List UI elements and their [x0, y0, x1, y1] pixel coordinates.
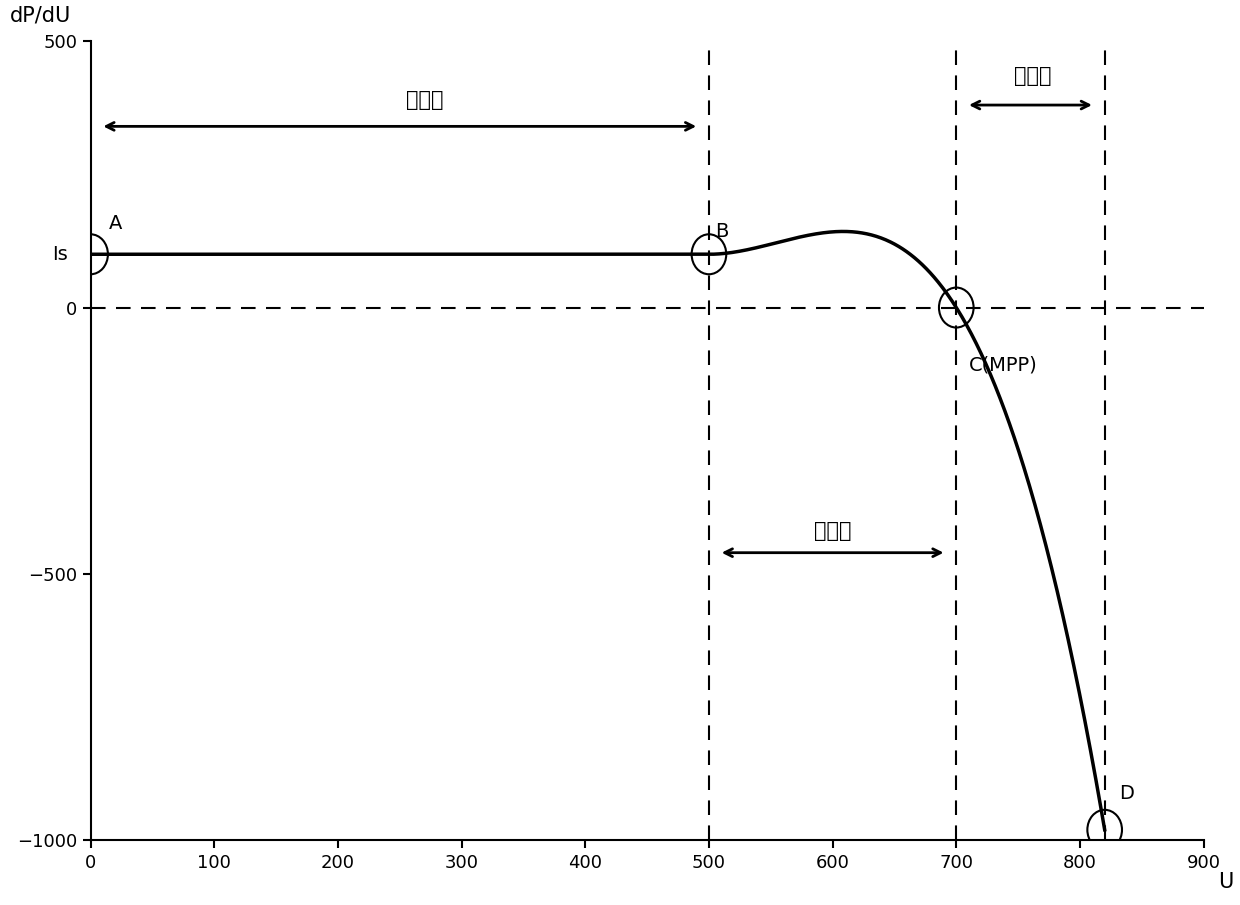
Text: 区间三: 区间三 [1014, 66, 1052, 86]
Text: B: B [715, 222, 728, 241]
Text: Is: Is [52, 244, 68, 263]
Text: 区间二: 区间二 [813, 520, 852, 540]
Text: A: A [109, 214, 123, 233]
Text: C(MPP): C(MPP) [968, 356, 1038, 375]
Text: D: D [1120, 784, 1135, 803]
Text: 区间一: 区间一 [405, 90, 443, 110]
X-axis label: U: U [1218, 872, 1234, 892]
Y-axis label: dP/dU: dP/dU [10, 5, 71, 25]
